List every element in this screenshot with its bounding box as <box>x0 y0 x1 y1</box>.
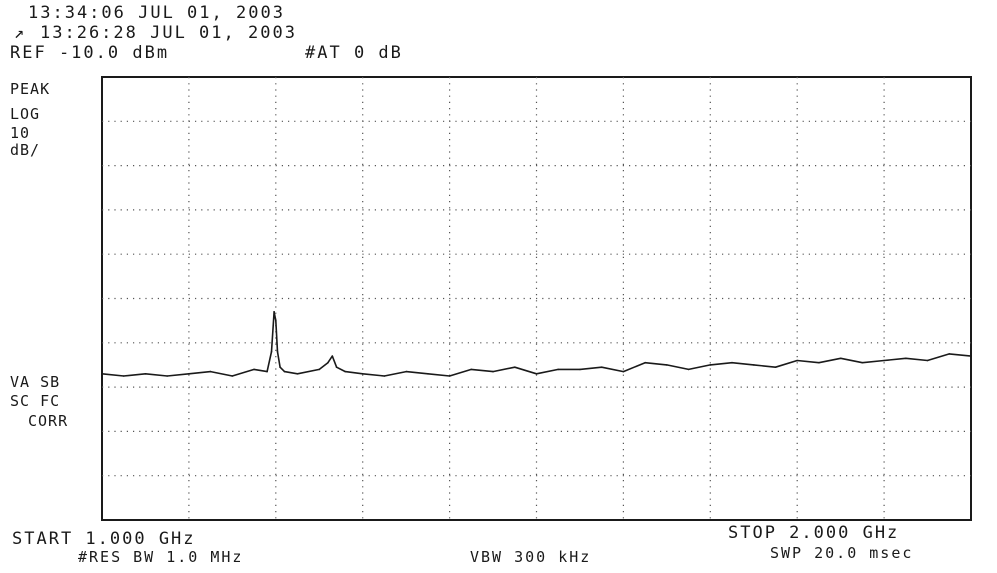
trace-point <box>318 368 321 371</box>
va-sb-annotation: VA SB <box>10 373 61 391</box>
trace-point <box>926 359 929 362</box>
trace-point <box>731 361 733 364</box>
trace-point <box>709 364 712 366</box>
trace-point <box>666 364 668 366</box>
trace-point <box>275 319 277 322</box>
spectrum-trace <box>101 310 972 377</box>
trace-point <box>687 368 690 371</box>
trace-point <box>470 368 473 371</box>
corr-annotation: CORR <box>28 412 69 430</box>
trace-point <box>948 353 951 355</box>
trace-point <box>579 368 581 371</box>
trace-point <box>970 355 972 357</box>
stop-frequency: STOP 2.000 GHz <box>728 523 900 543</box>
trace-point <box>296 373 299 375</box>
trace-point <box>492 370 494 373</box>
trace-point <box>276 350 279 353</box>
attenuation: #AT 0 dB <box>305 43 403 63</box>
trace-point <box>209 370 212 373</box>
trace-point <box>383 375 386 377</box>
trace-point <box>283 370 286 373</box>
trace-point <box>335 366 338 369</box>
sweep-time: SWP 20.0 msec <box>770 544 914 562</box>
trace-point <box>231 375 234 377</box>
trace-point <box>344 370 347 373</box>
start-frequency: START 1.000 GHz <box>12 529 196 549</box>
sc-fc-annotation: SC FC <box>10 392 61 410</box>
trace-point <box>796 359 798 362</box>
trace-point <box>753 364 755 366</box>
trace-point <box>279 366 281 369</box>
video-bandwidth: VBW 300 kHz <box>470 548 592 566</box>
marker-icon: ↗ <box>14 23 25 43</box>
trace-point <box>405 370 408 373</box>
trace-point <box>839 357 842 360</box>
reference-level: REF -10.0 dBm <box>10 43 170 63</box>
trace-point <box>122 375 125 377</box>
trace-point <box>514 366 516 369</box>
trace-point <box>600 366 603 369</box>
trace-point <box>535 373 538 375</box>
trace-point <box>883 359 885 362</box>
trace-point <box>644 361 646 364</box>
trace-point <box>144 373 147 375</box>
trace-point <box>253 368 255 371</box>
trace-point <box>818 361 820 364</box>
trace-point <box>448 375 451 377</box>
trace-point <box>331 355 334 357</box>
detector-mode: PEAK <box>10 80 51 98</box>
trace-point <box>861 361 864 364</box>
trace-point <box>188 373 190 375</box>
current-timestamp: 13:34:06 JUL 01, 2003 <box>28 3 285 23</box>
trace-point <box>622 370 625 373</box>
trace-point <box>273 311 275 313</box>
trace-point <box>427 373 429 375</box>
trace-point <box>101 373 103 375</box>
trace-point <box>905 357 907 360</box>
marker-timestamp: 13:26:28 JUL 01, 2003 <box>40 23 297 43</box>
scale-value: 10 <box>10 124 31 142</box>
scale-unit: dB/ <box>10 141 41 159</box>
trace-point <box>166 375 168 377</box>
plot-grid <box>102 77 971 520</box>
trace-point <box>270 350 273 353</box>
scale-type: LOG <box>10 105 41 123</box>
trace-point <box>557 368 559 371</box>
resolution-bandwidth: #RES BW 1.0 MHz <box>78 548 244 566</box>
trace-point <box>774 366 777 369</box>
trace-point <box>327 361 329 364</box>
trace-point <box>266 370 268 373</box>
trace-group <box>101 310 972 377</box>
trace-point <box>361 373 364 375</box>
